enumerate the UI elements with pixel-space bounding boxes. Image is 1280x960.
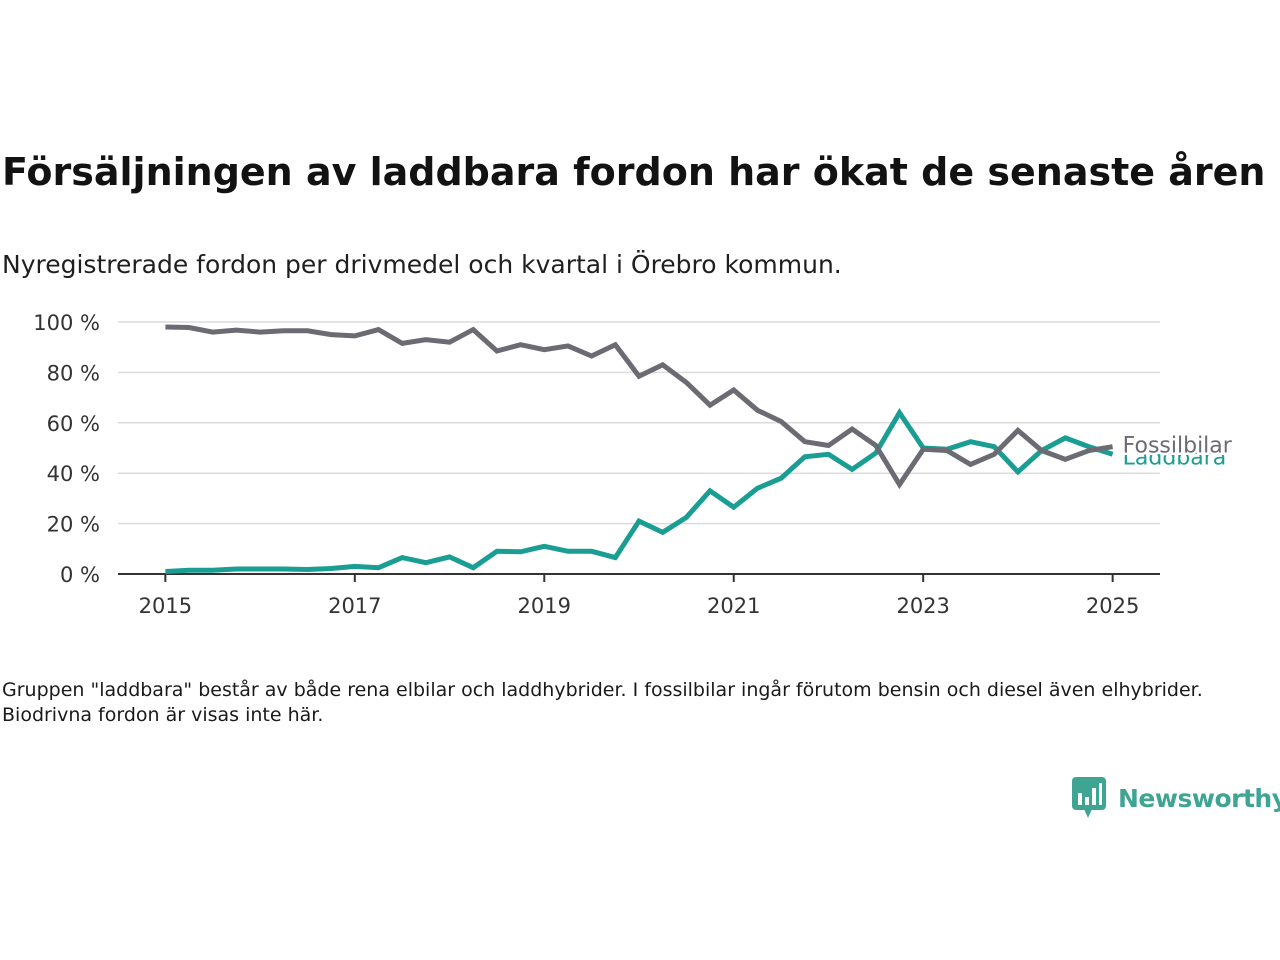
x-tick-label: 2023 <box>896 594 949 618</box>
y-tick-label: 0 % <box>60 563 100 587</box>
x-tick-label: 2025 <box>1086 594 1139 618</box>
y-tick-label: 100 % <box>33 311 100 335</box>
gridlines <box>118 321 1160 525</box>
chart-title: Försäljningen av laddbara fordon har öka… <box>2 150 1266 194</box>
footnote: Gruppen "laddbara" består av både rena e… <box>2 679 1203 726</box>
y-tick-label: 20 % <box>47 513 100 537</box>
brand-name: Newsworthy <box>1118 783 1280 813</box>
y-tick-label: 80 % <box>47 361 100 385</box>
line-chart: 0 % 20 % 40 % 60 % 80 % 100 % 2015 2017 2019 202… <box>33 311 1235 618</box>
chart-subtitle: Nyregistrerade fordon per drivmedel och … <box>2 250 842 279</box>
y-axis-ticks: 0 % 20 % 40 % 60 % 80 % 100 % <box>33 311 100 587</box>
x-tick-label: 2015 <box>139 594 192 618</box>
series-lines <box>165 324 1114 574</box>
x-tick-label: 2019 <box>518 594 571 618</box>
y-tick-label: 60 % <box>47 412 100 436</box>
y-tick-label: 40 % <box>47 462 100 486</box>
x-tick-label: 2017 <box>328 594 381 618</box>
bar-chart-icon <box>1072 777 1106 818</box>
x-tick-label: 2021 <box>707 594 760 618</box>
series-label-fossilbilar: Fossilbilar <box>1123 434 1233 459</box>
series-line-fossilbilar <box>165 324 1113 490</box>
brand-logo: Newsworthy <box>1072 776 1280 820</box>
x-axis: 2015 2017 2019 2021 2023 2025 <box>118 573 1160 618</box>
series-line-laddbara <box>165 408 1114 574</box>
series-label-laddbara: Laddbara <box>1123 445 1227 470</box>
